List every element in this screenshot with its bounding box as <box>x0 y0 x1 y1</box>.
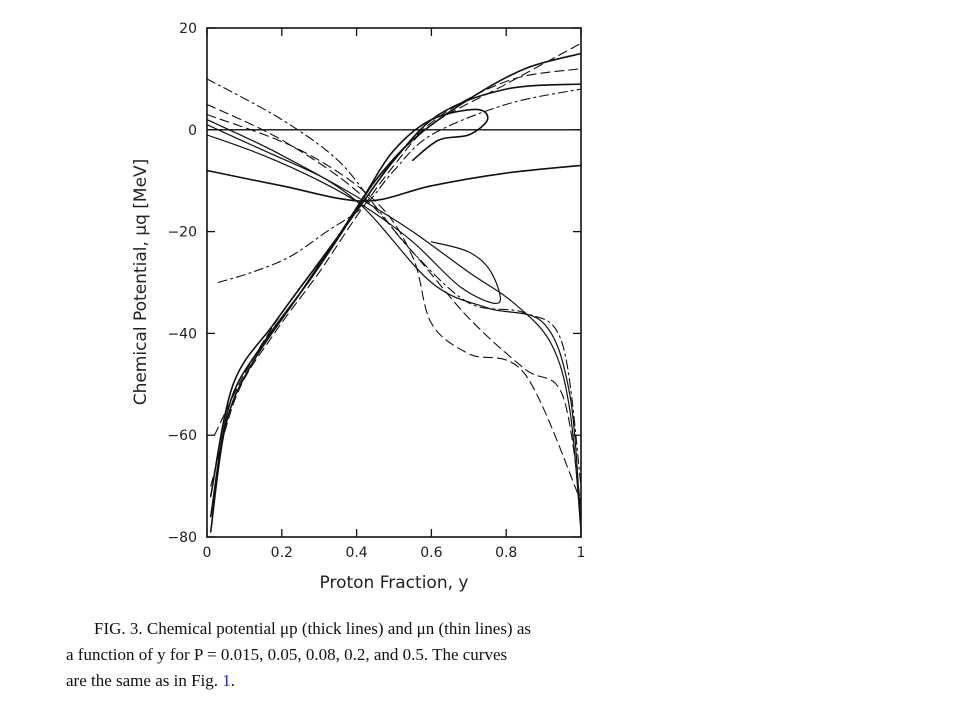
curve-4 <box>207 164 581 202</box>
x-tick-label: 0.6 <box>420 545 442 561</box>
curve-10 <box>207 103 581 508</box>
caption-line-3-text: are the same as in Fig. <box>66 671 219 690</box>
y-tick-label: −20 <box>167 225 197 241</box>
plot-frame <box>206 27 582 538</box>
curve-1 <box>209 108 489 533</box>
curve-6 <box>207 134 501 304</box>
curves-group <box>207 42 581 533</box>
y-tick-label: −80 <box>167 530 197 546</box>
curve-13 <box>207 113 581 502</box>
y-tick-label: 0 <box>188 123 197 139</box>
curve-11 <box>207 78 581 487</box>
curve-5 <box>207 124 581 533</box>
x-axis-title: Proton Fraction, y <box>320 573 469 593</box>
curve-3 <box>209 83 581 498</box>
y-axis-title: Chemical Potential, μq [MeV] <box>131 159 151 406</box>
chart-figure: 0 0.2 0.4 0.6 0.8 1 −80 −60 −40 −20 0 20 Proton Fra… <box>131 21 585 593</box>
curve-2 <box>209 52 581 518</box>
curve-8 <box>210 42 581 487</box>
caption-line-1: FIG. 3. Chemical potential μp (thick lin… <box>94 619 532 638</box>
figure-reference-link[interactable]: 1 <box>222 671 231 690</box>
x-tick-label: 0.4 <box>345 545 367 561</box>
caption-line-3: are the same as in Fig. 1. <box>66 668 656 694</box>
x-tick-label: 0.8 <box>495 545 517 561</box>
caption-line-3-end: . <box>230 671 236 690</box>
x-tick-label: 0 <box>203 545 212 561</box>
y-tick-label: −40 <box>167 326 197 342</box>
x-tick-label: 0.2 <box>271 545 293 561</box>
caption-line-2: a function of y for P = 0.015, 0.05, 0.0… <box>66 645 508 664</box>
curve-7 <box>207 119 581 528</box>
x-tick-label: 1 <box>577 545 586 561</box>
figure-caption: FIG. 3. Chemical potential μp (thick lin… <box>66 616 656 694</box>
axis-ticks-group: 0 0.2 0.4 0.6 0.8 1 −80 −60 −40 −20 0 20 <box>167 21 585 561</box>
y-tick-label: −60 <box>167 428 197 444</box>
curve-9 <box>213 68 581 436</box>
y-tick-label: 20 <box>179 21 197 37</box>
curve-12 <box>217 88 581 284</box>
